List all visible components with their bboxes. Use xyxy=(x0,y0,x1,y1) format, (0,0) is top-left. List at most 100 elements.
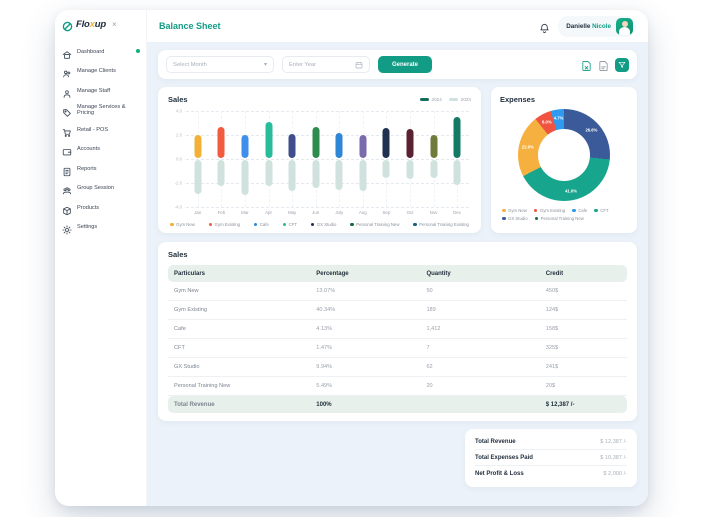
page-title: Balance Sheet xyxy=(159,21,221,31)
table-cell-particulars: Total Revenue xyxy=(174,401,215,408)
vertical-gridline xyxy=(292,111,294,207)
notifications-bell-icon[interactable] xyxy=(539,21,550,33)
vertical-gridline xyxy=(433,111,435,207)
x-axis-label: Aug xyxy=(358,210,367,215)
bar-2023 xyxy=(430,160,438,178)
topbar: Balance Sheet Danielle Nicole xyxy=(147,10,648,42)
summary-row: Total Expenses Paid $ 10,387 /- xyxy=(475,450,627,466)
sidebar-item-manage-clients[interactable]: Manage Clients xyxy=(62,62,139,82)
legend-item: Gym New xyxy=(502,208,527,213)
table-cell-quantity: 189 xyxy=(426,307,436,313)
table-header-cell: Percentage xyxy=(316,270,349,277)
legend-item: Gym New xyxy=(170,222,195,227)
legend-item: Cafe xyxy=(572,208,587,213)
table-row: Cafe 4.13% 1,412 158$ xyxy=(168,320,627,339)
table-row: Personal Training New 5.49% 20 20$ xyxy=(168,377,627,396)
sidebar: Floxup × Dashboard Manage Clients Manage S… xyxy=(55,10,147,506)
active-indicator-dot xyxy=(136,49,140,53)
series-legend-item: 2023 xyxy=(448,97,471,102)
table-cell-credit: 20$ xyxy=(545,383,556,389)
donut-slice-label: 4.7% xyxy=(553,115,564,121)
sidebar-item-label: Accounts xyxy=(77,146,101,153)
accounts-icon xyxy=(62,144,72,156)
sidebar-item-dashboard[interactable]: Dashboard xyxy=(62,42,140,62)
sidebar-item-accounts[interactable]: Accounts xyxy=(62,140,139,160)
table-cell-particulars: Cafe xyxy=(174,326,186,332)
x-axis-label: Nov xyxy=(429,210,438,215)
sidebar-item-label: Reports xyxy=(77,165,97,172)
sidebar-item-label: Retail - POS xyxy=(77,126,109,133)
retail-pos-icon xyxy=(62,125,72,137)
table-cell-quantity: 1,412 xyxy=(426,326,441,332)
summary-value: $ 2,000 /- xyxy=(603,471,627,477)
legend-item: Personal Training New xyxy=(534,216,584,221)
bar-column-july xyxy=(328,111,352,207)
vertical-gridline xyxy=(386,111,388,207)
gridline xyxy=(186,111,469,112)
bar-column-mar xyxy=(233,111,257,207)
bar-column-oct xyxy=(398,111,422,207)
table-header-cell: Particulars xyxy=(174,270,206,277)
sidebar-item-label: Dashboard xyxy=(77,48,105,55)
table-cell-percentage: 40.34% xyxy=(316,307,336,313)
user-menu[interactable]: Danielle Nicole xyxy=(558,15,636,37)
vertical-gridline xyxy=(315,111,317,207)
floxup-logo[interactable]: Floxup xyxy=(76,19,106,30)
x-axis-label: Apr xyxy=(265,210,272,215)
vertical-gridline xyxy=(339,111,341,207)
sales-chart-card: Sales 2024 2023 4.0 2.0 0.0 -2.0 -4.0 Jan Feb M… xyxy=(158,87,481,233)
gridline xyxy=(186,159,469,160)
table-cell-percentage: 5.49% xyxy=(316,383,333,389)
bar-column-feb xyxy=(210,111,234,207)
bar-column-nov xyxy=(422,111,446,207)
x-axis-labels: Jan Feb Mar Apr May Jun July Aug Sep Oct Nov Dec xyxy=(186,210,469,215)
sidebar-item-manage-staff[interactable]: Manage Staff xyxy=(62,81,139,101)
select-month-dropdown[interactable]: Select Month ▾ xyxy=(166,56,274,73)
bar-2023 xyxy=(194,160,202,194)
bar-column-dec xyxy=(445,111,469,207)
sidebar-item-retail-pos[interactable]: Retail - POS xyxy=(62,120,139,140)
category-legend: Gym New Gym Existing Cafe CFT GX Studio Perso… xyxy=(168,222,471,227)
summary-value: $ 12,387 /- xyxy=(600,438,627,445)
table-cell-credit: 325$ xyxy=(545,345,559,351)
sales-bar-chart: 4.0 2.0 0.0 -2.0 -4.0 xyxy=(175,109,469,210)
filter-funnel-button[interactable] xyxy=(615,57,629,72)
table-cell-credit: 450$ xyxy=(545,288,559,294)
export-excel-icon[interactable] xyxy=(581,59,592,71)
export-pdf-icon[interactable] xyxy=(598,59,609,71)
manage-clients-icon xyxy=(62,66,72,78)
sidebar-item-products[interactable]: Products xyxy=(62,198,139,218)
sidebar-close-icon[interactable]: × xyxy=(111,19,117,29)
donut-hole xyxy=(538,129,590,181)
summary-label: Total Revenue xyxy=(475,438,516,445)
reports-icon xyxy=(62,164,72,176)
summary-card: Total Revenue $ 12,387 /- Total Expenses P… xyxy=(465,429,637,487)
gridline xyxy=(186,183,469,184)
table-cell-quantity: 7 xyxy=(426,345,430,351)
legend-item: Gym Existing xyxy=(533,208,565,213)
table-cell-particulars: GX Studio xyxy=(174,364,200,370)
settings-icon xyxy=(62,222,72,235)
sidebar-item-reports[interactable]: Reports xyxy=(62,159,139,179)
y-axis-tick: -4.0 xyxy=(174,204,182,210)
bar-column-apr xyxy=(257,111,281,207)
sales-table-card: Sales Particulars Percentage Quantity Credi… xyxy=(158,242,637,421)
enter-year-input[interactable]: Enter Year xyxy=(282,56,370,73)
summary-value: $ 10,387 /- xyxy=(600,454,627,461)
content: Select Month ▾ Enter Year Generate xyxy=(147,42,648,506)
generate-button[interactable]: Generate xyxy=(378,56,433,73)
table-cell-particulars: Personal Training New xyxy=(174,383,231,389)
sales-chart-title: Sales xyxy=(168,95,188,104)
bar-2024 xyxy=(453,117,461,158)
donut-slice-label: 41.0% xyxy=(565,188,577,194)
sidebar-item-label: Manage Clients xyxy=(77,68,116,75)
series-legend: 2024 2023 xyxy=(419,97,471,102)
sidebar-item-manage-services-pricing[interactable]: Manage Services & Pricing xyxy=(62,101,139,121)
sidebar-item-group-session[interactable]: Group Session xyxy=(62,179,139,199)
main-area: Balance Sheet Danielle Nicole Select Mon… xyxy=(147,10,648,506)
app-window: Floxup × Dashboard Manage Clients Manage S… xyxy=(55,10,648,506)
sidebar-item-settings[interactable]: Settings xyxy=(62,218,139,238)
bar-2023 xyxy=(217,160,225,187)
gridline xyxy=(186,207,469,208)
bar-2024 xyxy=(312,126,320,158)
